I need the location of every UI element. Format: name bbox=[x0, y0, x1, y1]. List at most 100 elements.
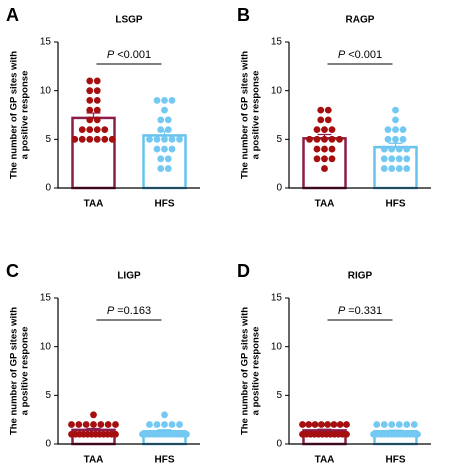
chart-title: RAGP bbox=[346, 15, 375, 26]
y-tick-label: 5 bbox=[45, 134, 51, 145]
data-point bbox=[168, 421, 176, 428]
data-point bbox=[146, 421, 153, 428]
data-point bbox=[75, 421, 83, 428]
data-point bbox=[78, 135, 86, 143]
data-point bbox=[403, 155, 411, 163]
data-point bbox=[68, 421, 75, 428]
y-tick-label: 5 bbox=[276, 390, 282, 401]
data-point bbox=[395, 155, 403, 163]
x-tick-label: HFS bbox=[155, 199, 175, 210]
data-point bbox=[392, 126, 399, 133]
data-point bbox=[157, 126, 165, 133]
y-tick-label: 15 bbox=[40, 37, 52, 48]
data-point bbox=[112, 421, 119, 428]
data-point bbox=[161, 97, 168, 104]
data-point bbox=[395, 421, 403, 428]
data-point bbox=[86, 87, 94, 95]
y-tick-label: 10 bbox=[271, 341, 283, 352]
data-point bbox=[399, 135, 407, 143]
y-axis-label: a positive response bbox=[251, 71, 262, 160]
p-value: <0.001 bbox=[117, 49, 151, 61]
data-point bbox=[164, 116, 172, 124]
y-axis-label: The number of GP sites with bbox=[9, 51, 20, 179]
data-point bbox=[176, 135, 183, 143]
data-point bbox=[90, 411, 97, 419]
x-tick-label: TAA bbox=[84, 199, 104, 210]
data-point bbox=[90, 421, 97, 428]
data-point bbox=[93, 87, 101, 95]
data-point bbox=[93, 97, 101, 104]
data-point bbox=[157, 155, 165, 163]
p-value: =0.331 bbox=[348, 305, 382, 317]
data-point bbox=[86, 116, 94, 124]
data-point bbox=[86, 135, 94, 143]
data-point bbox=[328, 126, 336, 133]
data-point bbox=[86, 97, 94, 104]
data-point bbox=[93, 135, 101, 143]
y-tick-label: 0 bbox=[276, 439, 282, 450]
data-point bbox=[164, 155, 172, 163]
data-point bbox=[104, 421, 112, 428]
data-point bbox=[313, 155, 321, 163]
data-point bbox=[86, 77, 94, 85]
x-tick-label: HFS bbox=[386, 199, 406, 210]
data-point bbox=[153, 97, 161, 104]
data-point bbox=[108, 135, 116, 143]
chart-title: LIGP bbox=[117, 271, 141, 282]
data-point bbox=[410, 421, 418, 428]
y-tick-label: 15 bbox=[271, 37, 283, 48]
y-tick-label: 0 bbox=[276, 183, 282, 194]
data-point bbox=[373, 421, 381, 428]
data-point bbox=[395, 165, 403, 172]
data-point bbox=[395, 145, 403, 153]
data-point bbox=[161, 421, 168, 428]
data-point bbox=[306, 135, 313, 143]
axes bbox=[288, 42, 431, 189]
data-point bbox=[168, 97, 176, 104]
y-tick-label: 15 bbox=[271, 293, 283, 304]
chart-title: RIGP bbox=[348, 271, 373, 282]
data-point bbox=[330, 421, 338, 428]
data-point bbox=[93, 126, 101, 133]
error-bar bbox=[388, 142, 403, 148]
y-axis-label: The number of GP sites with bbox=[240, 307, 251, 435]
data-point bbox=[313, 145, 321, 153]
data-point bbox=[157, 165, 165, 172]
p-label: P bbox=[338, 305, 346, 317]
data-point bbox=[299, 421, 306, 428]
data-point bbox=[388, 145, 396, 153]
error-bar bbox=[86, 427, 101, 430]
x-tick-label: HFS bbox=[155, 455, 175, 466]
data-point bbox=[380, 145, 388, 153]
data-point bbox=[101, 126, 109, 133]
data-point bbox=[321, 126, 328, 133]
panel-letter: D bbox=[237, 261, 250, 281]
bar bbox=[373, 145, 418, 190]
data-point bbox=[93, 77, 101, 85]
data-point bbox=[86, 106, 94, 114]
y-tick-label: 10 bbox=[40, 341, 52, 352]
data-point bbox=[305, 421, 313, 428]
data-point bbox=[161, 135, 168, 143]
data-point bbox=[380, 165, 388, 172]
y-tick-label: 0 bbox=[45, 439, 51, 450]
data-point bbox=[164, 165, 172, 172]
data-point bbox=[93, 116, 101, 124]
error-bar bbox=[157, 429, 172, 432]
axes bbox=[57, 298, 200, 445]
p-annotation: P =0.163 bbox=[107, 305, 151, 317]
data-point bbox=[313, 126, 321, 133]
panel-letter: B bbox=[237, 5, 250, 25]
data-point bbox=[71, 135, 79, 143]
p-value: =0.163 bbox=[117, 305, 151, 317]
data-point bbox=[183, 430, 190, 438]
data-point bbox=[392, 106, 399, 114]
data-point bbox=[336, 135, 343, 143]
bar bbox=[71, 116, 116, 190]
data-point bbox=[392, 135, 399, 143]
p-annotation: P <0.001 bbox=[107, 49, 151, 61]
p-annotation: P <0.001 bbox=[338, 49, 382, 61]
data-point bbox=[168, 145, 176, 153]
data-point bbox=[414, 430, 421, 438]
y-axis-label: a positive response bbox=[20, 71, 31, 160]
